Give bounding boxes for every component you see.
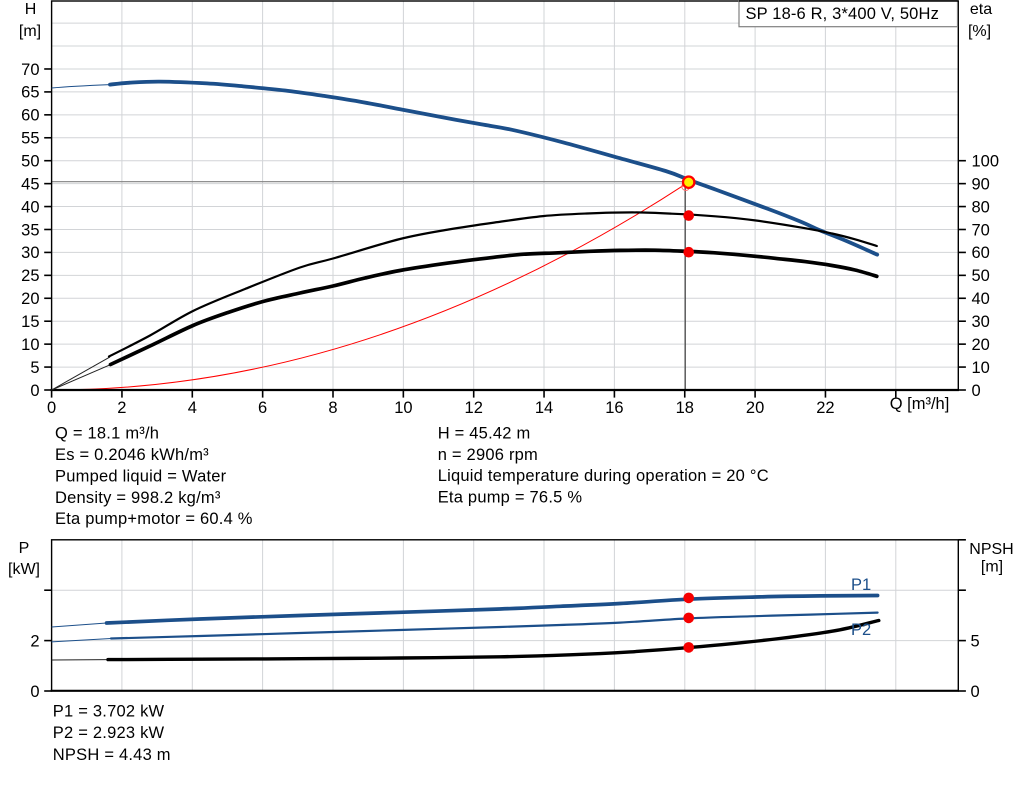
svg-text:30: 30 [21,244,39,262]
svg-text:20: 20 [21,290,39,308]
svg-text:40: 40 [972,290,990,308]
svg-text:55: 55 [21,130,39,148]
svg-text:P2: P2 [851,621,871,639]
svg-text:Eta pump = 76.5 %: Eta pump = 76.5 % [438,489,583,507]
svg-text:NPSH: NPSH [969,541,1013,558]
svg-text:Eta pump+motor = 60.4 %: Eta pump+motor = 60.4 % [55,510,253,528]
svg-text:Es = 0.2046 kWh/m³: Es = 0.2046 kWh/m³ [55,446,209,464]
svg-text:2: 2 [117,399,126,417]
svg-text:[%]: [%] [968,23,991,40]
svg-text:80: 80 [972,198,990,216]
svg-text:0: 0 [30,382,39,400]
svg-text:Q [m³/h]: Q [m³/h] [890,395,950,413]
svg-text:50: 50 [21,153,39,171]
svg-text:22: 22 [816,399,834,417]
svg-text:Pumped liquid = Water: Pumped liquid = Water [55,467,227,485]
svg-text:NPSH = 4.43 m: NPSH = 4.43 m [53,746,171,764]
svg-text:18: 18 [676,399,694,417]
svg-text:10: 10 [21,336,39,354]
svg-text:SP 18-6 R, 3*400 V, 50Hz: SP 18-6 R, 3*400 V, 50Hz [746,5,939,23]
svg-text:P: P [19,540,30,557]
svg-text:35: 35 [21,221,39,239]
svg-text:0: 0 [47,399,56,417]
svg-text:P2 = 2.923 kW: P2 = 2.923 kW [53,724,165,742]
svg-text:Q = 18.1 m³/h: Q = 18.1 m³/h [55,425,159,443]
svg-text:4: 4 [188,399,197,417]
svg-text:10: 10 [972,359,990,377]
svg-text:60: 60 [21,107,39,125]
svg-text:16: 16 [605,399,623,417]
svg-text:20: 20 [972,336,990,354]
svg-text:[m]: [m] [981,559,1003,576]
svg-text:0: 0 [30,683,39,701]
svg-text:Liquid temperature during oper: Liquid temperature during operation = 20… [438,467,769,485]
svg-text:5: 5 [30,359,39,377]
svg-text:30: 30 [972,313,990,331]
svg-text:H = 45.42 m: H = 45.42 m [438,424,531,442]
svg-text:70: 70 [972,221,990,239]
svg-text:60: 60 [972,244,990,262]
svg-text:90: 90 [972,175,990,193]
svg-text:45: 45 [21,175,39,193]
svg-text:6: 6 [258,399,267,417]
svg-text:H: H [25,1,37,18]
svg-text:8: 8 [328,399,337,417]
svg-text:12: 12 [465,399,483,417]
svg-text:0: 0 [971,683,980,701]
svg-text:5: 5 [971,632,980,650]
svg-text:14: 14 [535,399,553,417]
svg-text:P1: P1 [851,576,871,594]
svg-text:65: 65 [21,84,39,102]
svg-text:25: 25 [21,267,39,285]
svg-text:P1 = 3.702 kW: P1 = 3.702 kW [53,703,165,721]
svg-text:[m]: [m] [19,23,41,40]
svg-text:0: 0 [972,382,981,400]
svg-text:[kW]: [kW] [8,561,40,578]
svg-text:n = 2906 rpm: n = 2906 rpm [438,446,538,464]
svg-text:100: 100 [972,153,1000,171]
svg-text:Density = 998.2 kg/m³: Density = 998.2 kg/m³ [55,489,221,507]
svg-text:20: 20 [746,399,764,417]
svg-text:eta: eta [970,1,992,18]
svg-text:70: 70 [21,61,39,79]
svg-text:50: 50 [972,267,990,285]
svg-text:40: 40 [21,198,39,216]
svg-text:2: 2 [30,632,39,650]
svg-text:10: 10 [394,399,412,417]
svg-text:15: 15 [21,313,39,331]
